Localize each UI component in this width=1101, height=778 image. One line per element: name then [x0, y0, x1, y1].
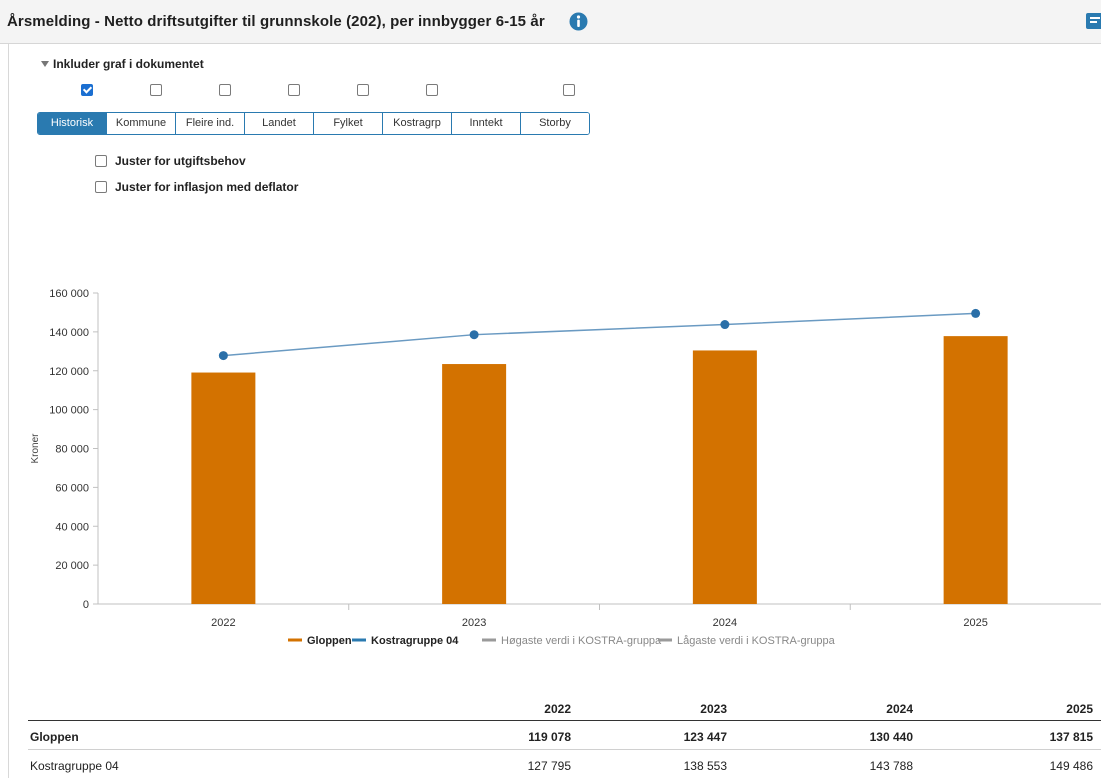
line-point-kostragruppe — [971, 308, 981, 318]
include-graph-toggle[interactable]: Inkluder graf i dokumentet — [41, 57, 204, 71]
triangle-down-icon — [41, 61, 49, 67]
include-graph-checkbox-3[interactable] — [219, 84, 231, 96]
table-cell: 130 440 — [869, 730, 913, 744]
page-title: Årsmelding - Netto driftsutgifter til gr… — [7, 13, 545, 30]
table-row-label: Gloppen — [30, 730, 79, 744]
tab-storby[interactable]: Storby — [521, 113, 589, 134]
panel-header: Årsmelding - Netto driftsutgifter til gr… — [0, 0, 1101, 44]
tab-landet[interactable]: Landet — [245, 113, 314, 134]
y-axis-label: Kroner — [30, 433, 41, 464]
include-graph-label: Inkluder graf i dokumentet — [53, 57, 204, 71]
legend-item: Kostragruppe 04 — [371, 635, 459, 647]
tab-kommune[interactable]: Kommune — [107, 113, 176, 134]
tab-fylket[interactable]: Fylket — [314, 113, 383, 134]
line-point-kostragruppe — [469, 330, 479, 340]
y-tick-label: 160 000 — [49, 288, 89, 300]
table-header-cell: 2022 — [544, 702, 571, 716]
adjust-need-checkbox[interactable] — [95, 155, 107, 167]
table-row: Kostragruppe 04 127 795 138 553 143 788 … — [28, 752, 1101, 774]
info-icon[interactable] — [569, 12, 588, 31]
tab-kostragrp[interactable]: Kostragrp — [383, 113, 452, 134]
table-cell: 138 553 — [683, 759, 727, 773]
line-point-kostragruppe — [720, 320, 730, 330]
table-cell: 127 795 — [527, 759, 571, 773]
series-line-kostragruppe — [223, 312, 976, 357]
y-tick-label: 100 000 — [49, 405, 89, 417]
legend-item: Høgaste verdi i KOSTRA-gruppa — [501, 635, 662, 647]
table-row-label: Kostragruppe 04 — [30, 759, 119, 773]
table-cell: 149 486 — [1049, 759, 1093, 773]
x-tick-label: 2022 — [211, 617, 235, 629]
tab-fleire-ind[interactable]: Fleire ind. — [176, 113, 245, 134]
x-tick-label: 2024 — [713, 617, 737, 629]
table-header-cell: 2025 — [1066, 702, 1093, 716]
table-header-cell: 2023 — [700, 702, 727, 716]
adjust-need-option[interactable]: Juster for utgiftsbehov — [95, 154, 246, 168]
table-cell: 119 078 — [528, 730, 571, 744]
table-cell: 137 815 — [1049, 730, 1093, 744]
y-tick-label: 0 — [83, 599, 89, 611]
view-tabs: Historisk Kommune Fleire ind. Landet Fyl… — [37, 112, 590, 135]
table-row: Gloppen 119 078 123 447 130 440 137 815 — [28, 723, 1101, 750]
bar-gloppen — [442, 364, 507, 604]
panel-border — [8, 44, 9, 778]
tab-inntekt[interactable]: Inntekt — [452, 113, 521, 134]
include-graph-checkbox-4[interactable] — [288, 84, 300, 96]
adjust-need-label: Juster for utgiftsbehov — [115, 154, 246, 168]
x-tick-label: 2023 — [462, 617, 486, 629]
table-cell: 123 447 — [683, 730, 727, 744]
bar-gloppen — [191, 372, 256, 604]
table-header-cell: 2024 — [886, 702, 913, 716]
table-header-row: 2022 2023 2024 2025 — [28, 696, 1101, 721]
adjust-inflation-option[interactable]: Juster for inflasjon med deflator — [95, 180, 298, 194]
y-tick-label: 140 000 — [49, 327, 89, 339]
bar-gloppen — [692, 350, 757, 604]
y-tick-label: 120 000 — [49, 366, 89, 378]
include-graph-checkbox-1[interactable] — [81, 84, 93, 96]
tab-historisk[interactable]: Historisk — [38, 113, 107, 134]
adjust-inflation-label: Juster for inflasjon med deflator — [115, 180, 299, 194]
y-tick-label: 60 000 — [55, 482, 89, 494]
legend-item: Lågaste verdi i KOSTRA-gruppa — [677, 635, 836, 647]
y-tick-label: 40 000 — [55, 521, 89, 533]
y-tick-label: 80 000 — [55, 444, 89, 456]
line-point-kostragruppe — [218, 351, 228, 361]
y-tick-label: 20 000 — [55, 560, 89, 572]
include-graph-checkbox-7[interactable] — [563, 84, 575, 96]
include-graph-checkbox-5[interactable] — [357, 84, 369, 96]
include-graph-checkbox-6[interactable] — [426, 84, 438, 96]
x-tick-label: 2025 — [963, 617, 987, 629]
include-graph-checkbox-2[interactable] — [150, 84, 162, 96]
bar-gloppen — [943, 336, 1008, 604]
table-cell: 143 788 — [869, 759, 913, 773]
document-icon[interactable] — [1086, 13, 1101, 29]
adjust-inflation-checkbox[interactable] — [95, 181, 107, 193]
bar-chart: 0 20 000 40 000 60 000 80 000 100 000 120 000 1… — [30, 288, 1101, 647]
legend-item: Gloppen — [307, 635, 352, 647]
